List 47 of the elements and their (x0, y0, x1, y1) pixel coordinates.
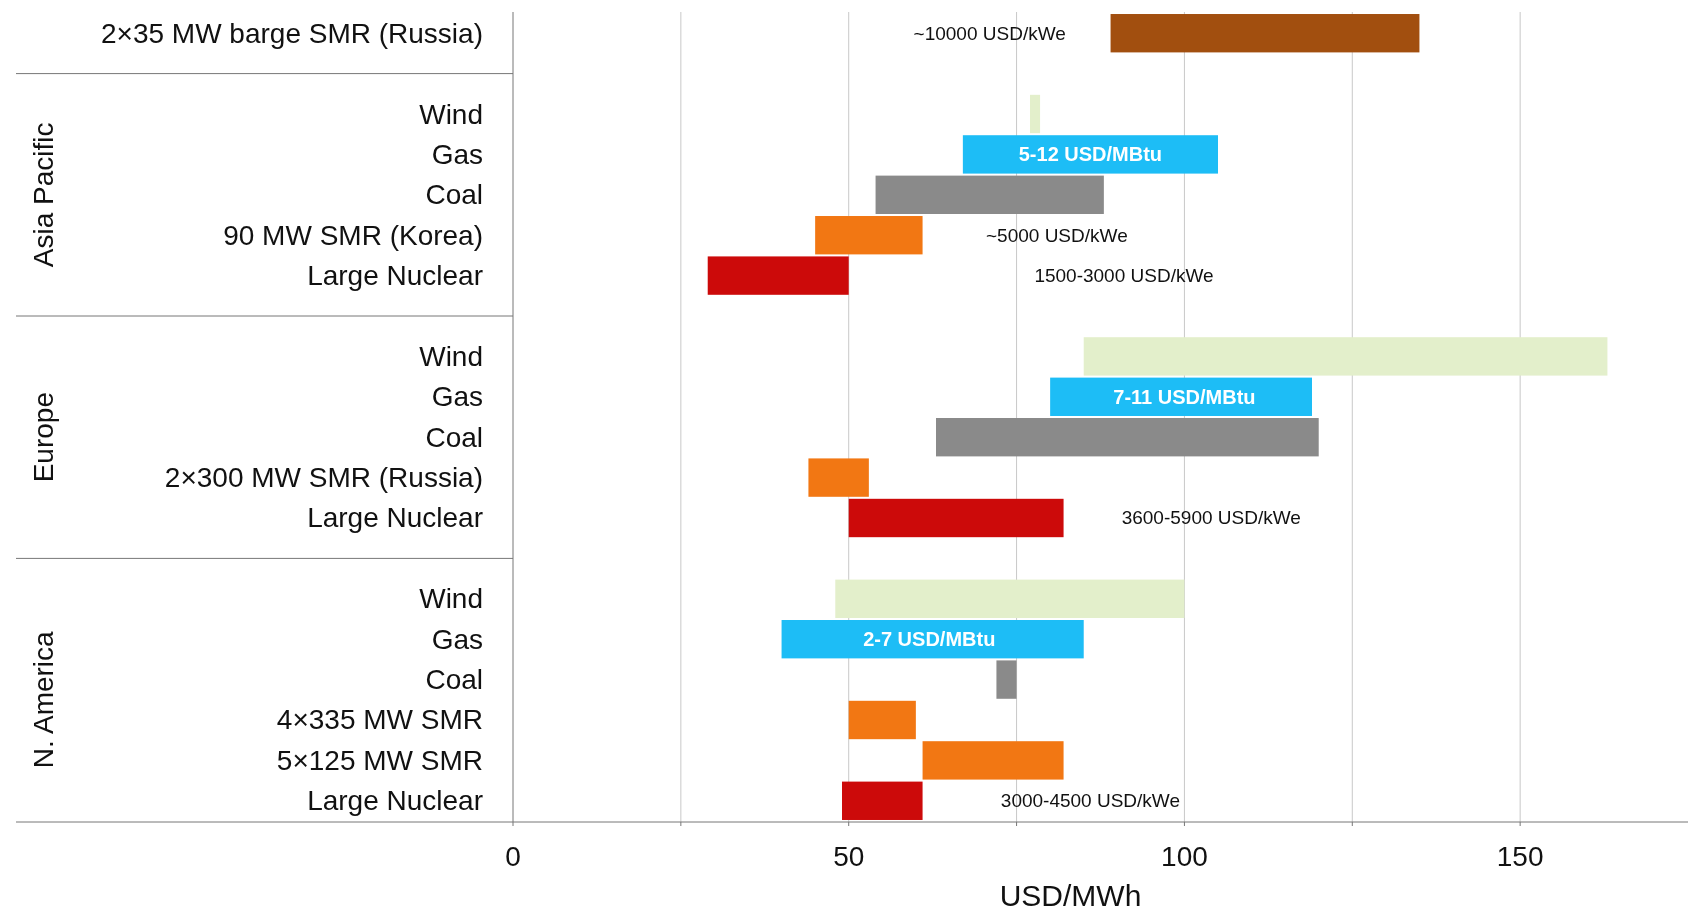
annotation: 3600-5900 USD/kWe (1121, 507, 1301, 529)
x-tick-label: 0 (505, 841, 521, 872)
annotation: 5-12 USD/MBtu (1018, 143, 1163, 166)
y-tick-label: Gas (431, 623, 483, 655)
x-tick-label: 150 (1496, 841, 1544, 872)
x-tick-label: 50 (833, 841, 865, 872)
y-tick-label: Wind (419, 583, 483, 615)
bar (1110, 14, 1420, 53)
annotation: 2-7 USD/MBtu (863, 628, 996, 651)
y-tick-label: Wind (419, 340, 483, 372)
bar (1083, 337, 1608, 376)
y-tick-label: Coal (425, 664, 483, 696)
bar (875, 175, 1104, 214)
bar (922, 741, 1064, 780)
annotation: 3000-4500 USD/kWe (1000, 790, 1181, 812)
y-tick-label: 4×335 MW SMR (276, 704, 483, 736)
annotation: ~10000 USD/kWe (913, 22, 1066, 44)
y-tick-label: Wind (419, 98, 483, 130)
bar (996, 660, 1017, 699)
bar (848, 498, 1064, 538)
y-tick-label: Gas (431, 381, 483, 413)
bar (815, 216, 923, 255)
bar (1030, 94, 1041, 134)
x-tick-label: 100 (1161, 841, 1208, 872)
annotation: 1500-3000 USD/kWe (1034, 265, 1214, 287)
y-tick-label: 90 MW SMR (Korea) (223, 219, 483, 251)
text: Asia Pacific (27, 122, 59, 268)
annotation: ~5000 USD/kWe (986, 224, 1128, 246)
bar (835, 579, 1185, 618)
y-tick-label: 5×125 MW SMR (276, 744, 483, 776)
y-tick-label: Coal (425, 179, 483, 211)
text: N. America (27, 630, 59, 769)
annotation: 7-11 USD/MBtu (1113, 385, 1256, 408)
y-tick-label: Large Nuclear (307, 502, 483, 534)
x-axis-title: USD/MWh (999, 879, 1142, 909)
text: Europe (27, 392, 59, 483)
y-tick-label: Gas (431, 138, 483, 170)
y-tick-label: Large Nuclear (307, 260, 483, 292)
bar (842, 781, 923, 820)
bar (707, 256, 849, 295)
y-tick-label: Large Nuclear (307, 785, 483, 817)
y-tick-label: Coal (425, 421, 483, 453)
y-tick-label: 2×300 MW SMR (Russia) (164, 462, 483, 494)
bar (808, 458, 869, 497)
y-tick-label: 2×35 MW barge SMR (Russia) (100, 17, 483, 49)
bar (936, 418, 1319, 457)
bar (848, 700, 916, 740)
